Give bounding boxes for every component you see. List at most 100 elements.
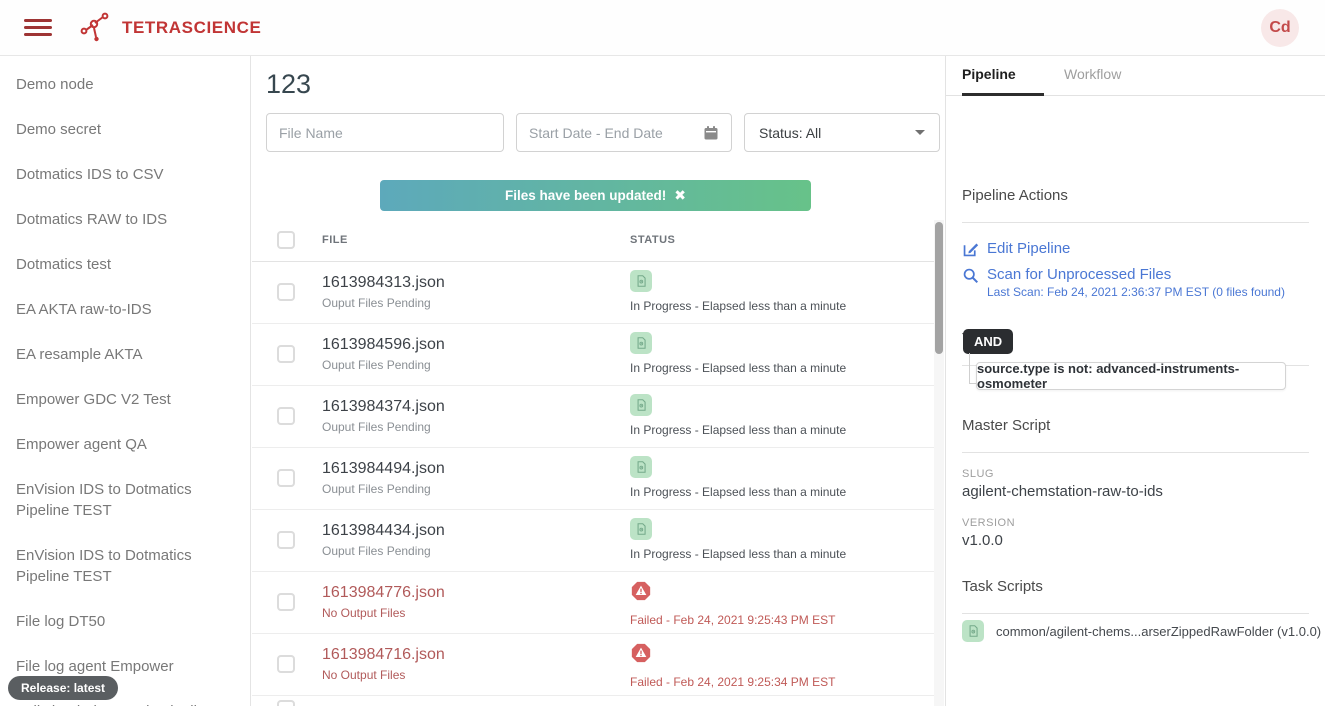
sidebar-item[interactable]: Demo node (16, 76, 94, 93)
sidebar-item[interactable]: Dotmatics RAW to IDS (16, 211, 168, 228)
edit-icon (963, 243, 979, 257)
row-checkbox[interactable] (277, 531, 295, 549)
file-name-link[interactable]: 1613984776.json (322, 584, 445, 601)
file-name-link[interactable]: 1613984313.json (322, 274, 445, 291)
chevron-down-icon (915, 130, 925, 135)
scan-files-link[interactable]: Scan for Unprocessed Files Last Scan: Fe… (962, 266, 1285, 299)
table-row: 1613984596.json Ouput Files Pending In Pro… (252, 324, 934, 386)
file-sub-label: Ouput Files Pending (322, 420, 431, 434)
row-checkbox[interactable] (277, 593, 295, 611)
row-checkbox[interactable] (277, 469, 295, 487)
status-select[interactable]: Status: All (744, 113, 940, 152)
sidebar-item[interactable]: Demo secret (16, 121, 102, 138)
sidebar-item[interactable]: Empower agent QA (16, 436, 147, 453)
script-file-icon (630, 332, 652, 354)
status-text: In Progress - Elapsed less than a minute (630, 547, 847, 561)
select-all-checkbox[interactable] (277, 231, 295, 249)
sidebar-item[interactable]: Dotmatics IDS to CSV (16, 166, 164, 183)
table-row-partial (252, 696, 934, 706)
divider (962, 222, 1309, 223)
failed-warning-icon (630, 580, 652, 602)
close-icon[interactable]: ✖ (674, 187, 687, 203)
edit-pipeline-label: Edit Pipeline (987, 240, 1071, 257)
column-header-file: FILE (322, 234, 348, 246)
master-script-heading: Master Script (962, 417, 1051, 434)
table-row: 1613984776.json No Output Files Failed - F… (252, 572, 934, 634)
column-header-status: STATUS (630, 234, 676, 246)
file-sub-label: Ouput Files Pending (322, 482, 431, 496)
script-file-icon (630, 518, 652, 540)
panel-tabs: Pipeline Workflow (946, 56, 1325, 96)
calendar-icon (704, 125, 718, 139)
sidebar-item[interactable]: File log agent Empower (16, 658, 174, 675)
tab-pipeline[interactable]: Pipeline (962, 66, 1016, 82)
page-title: 123 (266, 69, 312, 99)
table-row: 1613984494.json Ouput Files Pending In Pro… (252, 448, 934, 510)
topbar: TETRASCIENCE Cd (0, 0, 1325, 56)
details-panel: Pipeline Workflow Pipeline Actions Edit P… (945, 56, 1325, 706)
task-script-item[interactable]: common/agilent-chems...arserZippedRawFol… (962, 620, 1321, 642)
row-checkbox[interactable] (277, 407, 295, 425)
pipeline-actions-heading: Pipeline Actions (962, 187, 1068, 204)
failed-warning-icon (630, 642, 652, 664)
status-text: Failed - Feb 24, 2021 9:25:34 PM EST (630, 675, 836, 689)
file-sub-label: Ouput Files Pending (322, 358, 431, 372)
sidebar-item[interactable]: EA resample AKTA (16, 346, 143, 363)
version-label: VERSION (962, 517, 1016, 529)
release-badge: Release: latest (8, 676, 119, 700)
sidebar-item[interactable]: EnVision IDS to Dotmatics Pipeline TEST (16, 481, 192, 519)
status-text: In Progress - Elapsed less than a minute (630, 423, 847, 437)
tab-workflow[interactable]: Workflow (1064, 66, 1122, 82)
table-header: FILE STATUS (252, 220, 934, 262)
sidebar-item[interactable]: Dotmatics test (16, 256, 112, 273)
sidebar: Demo node Demo secret Dotmatics IDS to CSV… (0, 56, 251, 706)
slug-label: SLUG (962, 468, 994, 480)
trigger-condition-chip: source.type is not: advanced-instruments… (976, 361, 1286, 391)
file-name-link[interactable]: 1613984494.json (322, 460, 445, 477)
trigger-operator-badge: AND (963, 329, 1014, 354)
status-text: Failed - Feb 24, 2021 9:25:43 PM EST (630, 613, 836, 627)
avatar[interactable]: Cd (1261, 9, 1299, 47)
file-name-input[interactable] (266, 113, 504, 152)
update-banner-text: Files have been updated! (504, 188, 667, 203)
divider (962, 613, 1309, 614)
script-file-icon (630, 394, 652, 416)
file-sub-label: Ouput Files Pending (322, 544, 431, 558)
main-content: 123 Start Date - End Date Status: All Fi… (252, 56, 944, 706)
script-file-icon (630, 270, 652, 292)
table-body: 1613984313.json Ouput Files Pending In Pro… (252, 262, 934, 706)
row-checkbox[interactable] (277, 345, 295, 363)
file-name-link[interactable]: 1613984434.json (322, 522, 445, 539)
sidebar-item[interactable]: EA AKTA raw-to-IDS (16, 301, 152, 318)
file-name-link[interactable]: 1613984716.json (322, 646, 445, 663)
file-name-link[interactable]: 1613984596.json (322, 336, 445, 353)
sidebar-item[interactable]: EnVision IDS to Dotmatics Pipeline TEST (16, 547, 192, 585)
scrollbar-thumb[interactable] (935, 222, 943, 354)
status-text: In Progress - Elapsed less than a minute (630, 485, 847, 499)
row-checkbox[interactable] (277, 700, 295, 706)
slug-value: agilent-chemstation-raw-to-ids (962, 483, 1163, 500)
tetrascience-molecule-icon (80, 12, 109, 41)
sidebar-item[interactable]: Empower GDC V2 Test (16, 391, 171, 408)
file-sub-label: Ouput Files Pending (322, 296, 431, 310)
date-range-input[interactable]: Start Date - End Date (516, 113, 732, 152)
menu-icon[interactable] (24, 15, 52, 40)
scrollbar-track[interactable] (934, 220, 944, 706)
file-sub-label: No Output Files (322, 668, 406, 682)
active-tab-indicator (962, 93, 1044, 96)
brand-name: TETRASCIENCE (122, 17, 262, 37)
table-row: 1613984434.json Ouput Files Pending In Pro… (252, 510, 934, 572)
script-file-icon (962, 620, 984, 642)
brand-logo[interactable]: TETRASCIENCE (78, 10, 261, 46)
sidebar-item[interactable]: File log DT50 (16, 613, 106, 630)
status-text: In Progress - Elapsed less than a minute (630, 299, 847, 313)
table-row: 1613984374.json Ouput Files Pending In Pro… (252, 386, 934, 448)
status-text: In Progress - Elapsed less than a minute (630, 361, 847, 375)
edit-pipeline-link[interactable]: Edit Pipeline (962, 240, 1070, 258)
trigger-connector-line (969, 353, 978, 384)
last-scan-text: Last Scan: Feb 24, 2021 2:36:37 PM EST (… (987, 285, 1285, 299)
row-checkbox[interactable] (277, 655, 295, 673)
file-name-link[interactable]: 1613984374.json (322, 398, 445, 415)
sidebar-item[interactable]: Fully loaded example pipeline (0, 689, 250, 706)
row-checkbox[interactable] (277, 283, 295, 301)
